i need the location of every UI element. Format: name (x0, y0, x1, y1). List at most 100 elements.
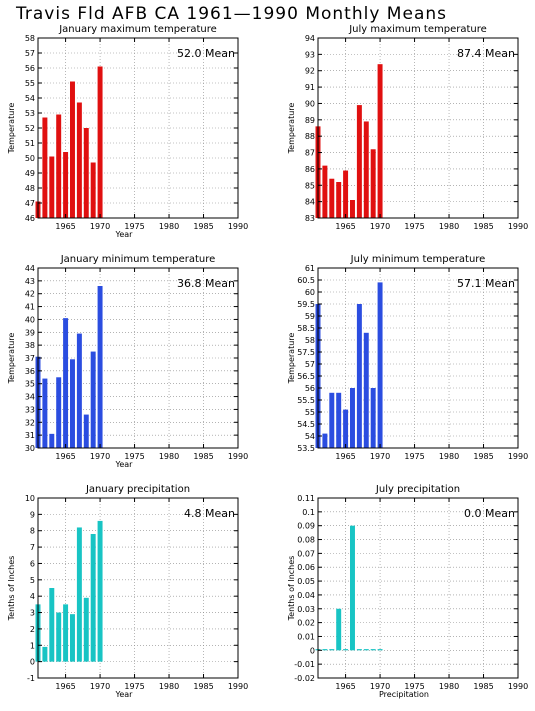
y-tick-label: 48 (25, 184, 35, 193)
y-tick-label: -1 (27, 674, 35, 683)
x-tick-label: 1985 (193, 452, 213, 461)
bar (83, 128, 89, 218)
x-tick-label: 1980 (159, 682, 179, 691)
y-tick-label: 5 (30, 576, 35, 585)
y-tick-label: -0.01 (294, 660, 315, 669)
y-tick-label: 54.5 (297, 420, 315, 429)
x-axis-label: Precipitation (379, 690, 429, 699)
y-tick-label: 0 (310, 646, 315, 655)
bar (363, 121, 369, 218)
bar (49, 433, 55, 448)
y-tick-label: 6 (30, 559, 35, 568)
y-tick-label: 58 (25, 34, 35, 43)
y-tick-label: 49 (25, 169, 35, 178)
bar (90, 351, 96, 448)
y-tick-label: 0.03 (297, 605, 315, 614)
bar (343, 170, 349, 218)
y-tick-label: 89 (305, 116, 315, 125)
x-tick-label: 1975 (124, 682, 144, 691)
mean-label: 4.8 Mean (184, 507, 235, 520)
x-tick-label: 1985 (473, 452, 493, 461)
x-tick-label: 1980 (159, 222, 179, 231)
y-tick-label: 34 (25, 393, 35, 402)
x-tick-label: 1970 (370, 452, 390, 461)
y-tick-label: 93 (305, 50, 315, 59)
x-tick-label: 1975 (404, 682, 424, 691)
x-tick-label: 1980 (439, 682, 459, 691)
y-tick-label: 0.04 (297, 591, 315, 600)
y-tick-label: 10 (25, 494, 35, 503)
bar (329, 649, 335, 651)
bar (90, 534, 96, 662)
y-tick-label: 42 (25, 290, 35, 299)
x-tick-label: 1975 (124, 222, 144, 231)
y-tick-label: 60.5 (297, 276, 315, 285)
mean-label: 52.0 Mean (177, 47, 235, 60)
y-tick-label: 41 (25, 303, 35, 312)
y-tick-label: 37 (25, 354, 35, 363)
y-tick-label: 83 (305, 214, 315, 223)
y-tick-label: 94 (305, 34, 315, 43)
x-tick-label: 1965 (335, 222, 355, 231)
bar (377, 64, 383, 218)
plot-frame (317, 37, 519, 219)
y-tick-label: 47 (25, 199, 35, 208)
x-tick-label: 1985 (473, 222, 493, 231)
y-axis-label: Temperature (7, 333, 16, 385)
bar (356, 304, 362, 448)
x-tick-label: 1990 (228, 682, 248, 691)
y-tick-label: 53.5 (297, 444, 315, 453)
x-tick-label: 1985 (473, 682, 493, 691)
bar (343, 409, 349, 448)
y-tick-label: 43 (25, 277, 35, 286)
bar (63, 604, 69, 662)
chart-title: July maximum temperature (348, 24, 487, 35)
chart-title: January minimum temperature (60, 254, 216, 265)
y-tick-label: 0.09 (297, 522, 315, 531)
chart-panel-jul-precip: -0.02 -0.01 0 0.01 0.02 0.03 0.04 0.05 0.06 0.07 0… (287, 484, 528, 699)
bar (336, 608, 342, 651)
y-tick-label: 2 (30, 625, 35, 634)
y-tick-label: 46 (25, 214, 35, 223)
bar (56, 612, 62, 662)
y-tick-label: 91 (305, 83, 315, 92)
bar (356, 105, 362, 218)
bar (76, 333, 82, 448)
bar (56, 114, 62, 218)
y-axis-label: Tenths of Inches (7, 556, 16, 622)
y-tick-label: 3 (30, 609, 35, 618)
y-tick-label: 53 (25, 109, 35, 118)
x-tick-label: 1980 (439, 452, 459, 461)
y-tick-label: 0.07 (297, 549, 315, 558)
y-tick-label: 44 (25, 264, 35, 273)
y-tick-label: 56.5 (297, 372, 315, 381)
bar (350, 388, 355, 448)
y-tick-label: 8 (30, 527, 35, 536)
y-tick-label: 0 (30, 658, 35, 667)
y-tick-label: 85 (305, 181, 315, 190)
y-tick-label: 60 (305, 288, 315, 297)
y-tick-label: 0.06 (297, 563, 315, 572)
bar (322, 165, 328, 218)
x-tick-label: 1965 (55, 222, 75, 231)
y-tick-label: 57.5 (297, 348, 315, 357)
y-tick-label: -0.02 (294, 674, 315, 683)
bar (322, 433, 328, 448)
bar (336, 392, 342, 448)
bar (370, 388, 376, 448)
y-tick-label: 56 (25, 64, 35, 73)
x-tick-label: 1970 (370, 682, 390, 691)
x-tick-label: 1990 (228, 222, 248, 231)
x-tick-label: 1965 (335, 682, 355, 691)
bar (370, 649, 376, 651)
x-tick-label: 1980 (159, 452, 179, 461)
bar (350, 525, 355, 651)
bar (76, 527, 82, 662)
plot-frame (37, 497, 239, 679)
chart-panel-jan-precip: -1 0 1 2 3 4 5 6 7 8 9 10 1965 1970 1975 1980 1985 1990 Ja… (7, 484, 248, 699)
y-tick-label: 54 (305, 432, 315, 441)
y-tick-label: 36 (25, 367, 35, 376)
y-tick-label: 50 (25, 154, 35, 163)
y-tick-label: 30 (25, 444, 35, 453)
